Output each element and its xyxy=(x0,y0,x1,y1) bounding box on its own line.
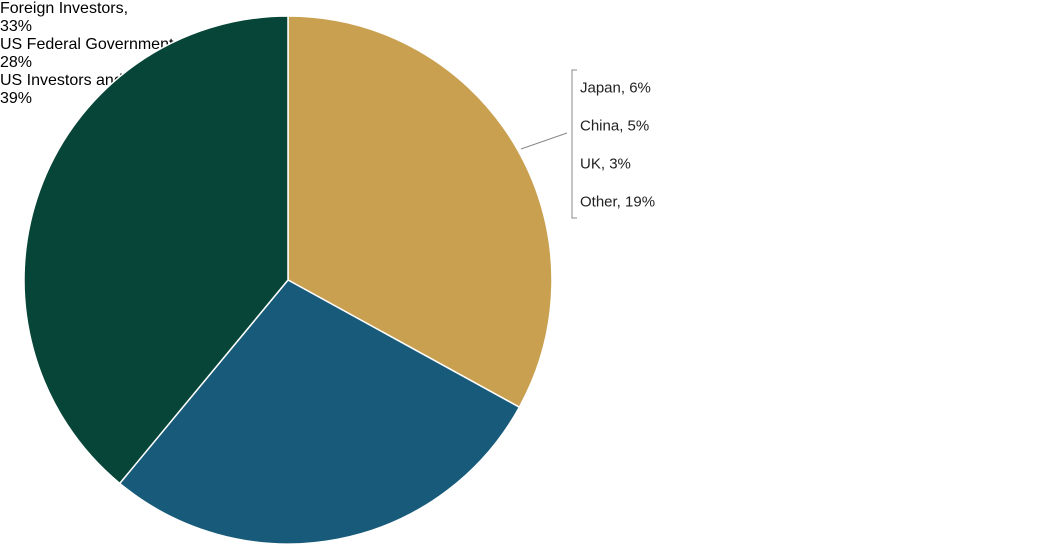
breakdown-row: Other, 19% xyxy=(580,194,655,211)
pie-slice xyxy=(287,15,553,409)
slice-name: Foreign Investors, xyxy=(0,0,129,17)
breakdown-row: UK, 3% xyxy=(580,156,631,173)
breakdown-name: China, xyxy=(580,117,624,135)
breakdown-name: UK, xyxy=(580,155,606,173)
slice-label: US Federal Government, 28% xyxy=(0,36,1038,72)
slice-name: US Federal Government, xyxy=(0,36,178,53)
breakdown-value: 19% xyxy=(625,193,656,211)
slice-value: 33% xyxy=(0,18,33,35)
breakdown-name: Japan, xyxy=(580,79,626,97)
breakdown-row: Japan, 6% xyxy=(580,80,651,97)
breakdown-bracket xyxy=(571,69,577,219)
breakdown-value: 6% xyxy=(629,79,651,97)
leader-line xyxy=(520,132,568,150)
slice-value: 39% xyxy=(0,90,33,107)
pie-slice xyxy=(23,15,289,485)
breakdown-value: 3% xyxy=(609,155,631,173)
breakdown-row: China, 5% xyxy=(580,118,649,135)
pie-slice xyxy=(118,279,521,545)
slice-value: 28% xyxy=(0,54,33,71)
breakdown-value: 5% xyxy=(627,117,650,135)
slice-label: Foreign Investors, 33% xyxy=(0,0,1038,36)
breakdown-name: Other, xyxy=(580,193,621,211)
